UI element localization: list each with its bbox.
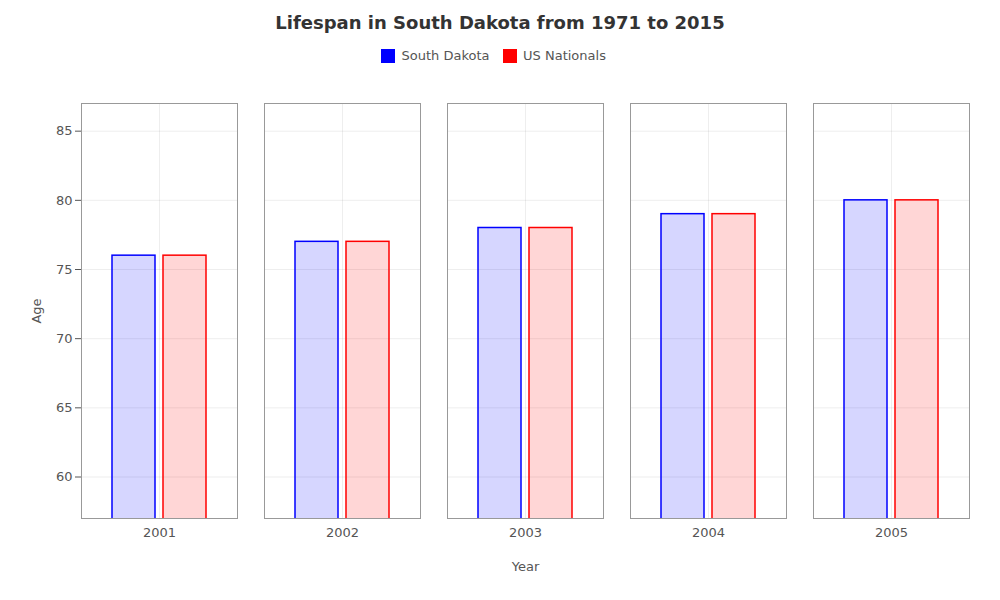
svg-text:80: 80 — [56, 192, 73, 207]
svg-text:2004: 2004 — [692, 524, 725, 539]
svg-text:2003: 2003 — [509, 524, 542, 539]
svg-text:2002: 2002 — [326, 524, 359, 539]
svg-text:2001: 2001 — [143, 524, 176, 539]
svg-text:75: 75 — [56, 261, 73, 276]
svg-text:85: 85 — [56, 123, 73, 138]
html-text:Lifespan in South Dakota from: Lifespan in South Dakota from 1971 to 20… — [275, 12, 725, 33]
svg-text:2005: 2005 — [875, 524, 908, 539]
svg-text:70: 70 — [56, 330, 73, 345]
svg-text:65: 65 — [56, 399, 73, 414]
svg-text:Age: Age — [29, 298, 44, 323]
html-text:South Dakota: South Dakota — [401, 48, 490, 63]
svg-text:Year: Year — [511, 558, 540, 573]
svg-text:60: 60 — [56, 469, 73, 484]
html-text:US Nationals: US Nationals — [523, 48, 606, 63]
